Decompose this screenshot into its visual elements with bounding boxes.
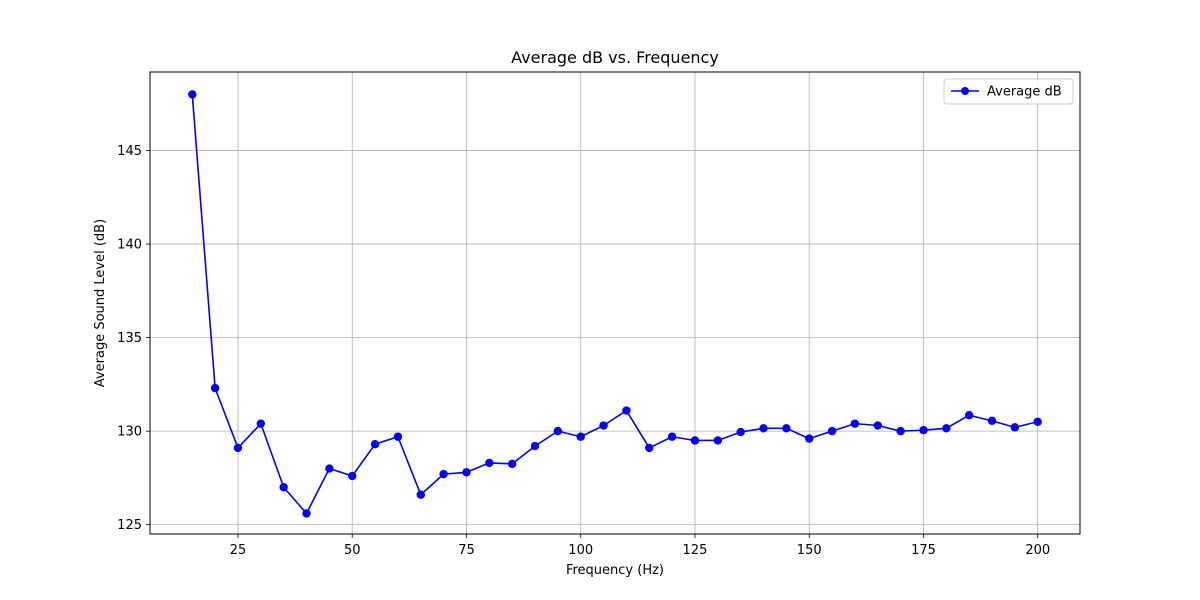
- axis-ticks: 25 50 75 100 125 150 175 200 125 130 135 140 145: [117, 144, 1050, 558]
- y-tick-label: 145: [117, 144, 142, 159]
- data-point: [1033, 417, 1042, 426]
- data-point: [827, 426, 837, 436]
- data-point: [942, 424, 951, 433]
- data-point: [416, 490, 425, 499]
- data-point: [553, 426, 563, 436]
- x-tick-label: 75: [458, 543, 475, 558]
- data-point: [850, 419, 860, 428]
- x-tick-label: 175: [911, 543, 936, 558]
- data-point: [348, 471, 357, 481]
- x-tick-label: 125: [683, 543, 708, 558]
- legend-marker-swatch: [961, 87, 969, 95]
- x-tick-label: 50: [344, 543, 361, 558]
- y-tick-label: 135: [117, 331, 142, 346]
- data-point: [439, 469, 448, 479]
- legend-box: [943, 78, 1074, 105]
- data-point: [896, 426, 905, 436]
- data-point: [987, 416, 997, 426]
- chart-title: Average dB vs. Frequency: [511, 48, 719, 67]
- data-point: [599, 421, 608, 430]
- data-point: [759, 424, 768, 433]
- data-point: [302, 509, 311, 518]
- data-point: [713, 436, 723, 445]
- data-point: [805, 434, 814, 443]
- x-tick-label: 100: [568, 543, 593, 558]
- y-tick-label: 140: [117, 238, 142, 253]
- y-axis-title: Average Sound Level (dB): [93, 219, 108, 387]
- x-tick-label: 200: [1025, 543, 1050, 558]
- data-point: [530, 441, 540, 451]
- data-point: [393, 432, 403, 441]
- y-tick-label: 130: [117, 425, 142, 440]
- data-point: [782, 424, 791, 433]
- legend-entry-average-db: Average dB: [987, 85, 1062, 100]
- legend: Average dB: [943, 78, 1074, 105]
- data-point: [210, 383, 220, 393]
- series-layer: [188, 90, 1042, 518]
- data-point: [576, 432, 585, 441]
- data-point: [919, 425, 928, 435]
- data-point: [736, 427, 745, 437]
- data-point: [233, 443, 243, 453]
- plot-area-frame: [149, 71, 1081, 535]
- data-point: [462, 468, 471, 477]
- data-point: [485, 458, 494, 468]
- data-point: [622, 406, 631, 415]
- data-point: [873, 421, 882, 430]
- x-tick-label: 150: [797, 543, 822, 558]
- data-point: [667, 432, 677, 441]
- data-point: [325, 464, 334, 473]
- y-tick-label: 125: [117, 518, 142, 533]
- data-point: [1010, 423, 1020, 432]
- data-point: [964, 411, 974, 420]
- data-point: [370, 440, 380, 449]
- data-point: [279, 483, 288, 492]
- data-point: [256, 419, 266, 428]
- data-point: [690, 436, 700, 445]
- x-tick-label: 25: [230, 543, 247, 558]
- data-point: [645, 443, 654, 453]
- data-point: [507, 459, 517, 469]
- data-point: [188, 90, 197, 99]
- x-axis-title: Frequency (Hz): [566, 563, 664, 578]
